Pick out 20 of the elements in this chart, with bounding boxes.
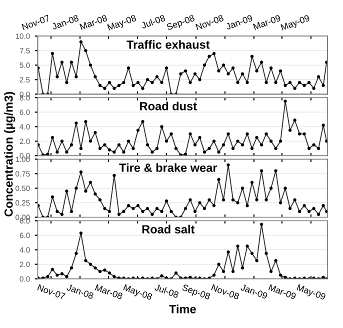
x2-tick-label: Mar-08 [80, 14, 108, 30]
x-tick-label: Jan-09 [240, 284, 268, 300]
x2-tick-label: Sep-08 [166, 14, 196, 32]
x-tick-label: Jan-08 [66, 284, 94, 300]
x-tick-label: Mar-08 [94, 284, 123, 300]
y-axis-title: Concentration (µg/m3) [4, 92, 16, 216]
chart-title: Road dust [140, 102, 197, 110]
chart-title: Traffic exhaust [126, 40, 210, 49]
x2-tick-label: Jan-08 [51, 14, 80, 30]
x2-tick-label: Jan-09 [225, 14, 253, 30]
x-tick-label: Mar-09 [268, 284, 296, 300]
x-tick-label: Nov-07 [37, 284, 66, 300]
x-tick-label: Jul-08 [154, 284, 180, 298]
x-axis-title: Time [169, 304, 196, 314]
x2-tick-label: Jul-08 [140, 14, 166, 29]
x2-tick-label: Nov-08 [195, 14, 224, 30]
chart-title: Tire & brake wear [119, 163, 218, 172]
x-tick-label: Sep-08 [181, 284, 211, 302]
x2-tick-label: Mar-09 [252, 14, 281, 30]
chart-title: Road salt [142, 224, 195, 234]
